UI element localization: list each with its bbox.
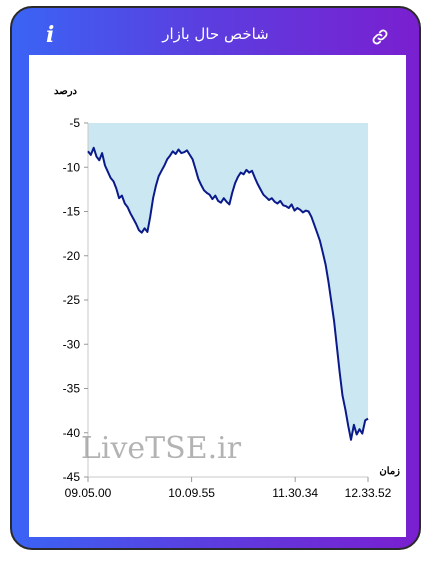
x-axis-label: زمان xyxy=(379,466,400,477)
widget-header: i شاخص حال بازار xyxy=(12,8,419,58)
y-tick-label: -30 xyxy=(63,337,81,351)
info-icon[interactable]: i xyxy=(46,22,55,48)
series-line xyxy=(87,146,369,441)
widget-title: شاخص حال بازار xyxy=(162,25,269,43)
y-tick-label: -20 xyxy=(63,249,81,263)
x-tick-label: 09.05.00 xyxy=(65,486,112,500)
x-tick-label: 11.30.34 xyxy=(272,486,318,500)
y-tick-label: -35 xyxy=(63,382,81,396)
y-tick-label: -40 xyxy=(63,426,81,440)
watermark: LiveTSE.ir xyxy=(81,431,242,466)
y-tick-label: -15 xyxy=(63,205,81,219)
x-tick-label: 12.33.52 xyxy=(345,486,392,500)
series-area xyxy=(88,123,368,440)
widget-card: i شاخص حال بازار درصد زمان -5 -10 -15 -20 -2… xyxy=(10,6,421,550)
y-tick-label: -25 xyxy=(63,293,81,307)
chart-panel: درصد زمان -5 -10 -15 -20 -25 -30 -35 -40 -45 09.0… xyxy=(29,55,406,537)
market-index-chart: درصد زمان -5 -10 -15 -20 -25 -30 -35 -40 -45 09.0… xyxy=(54,86,400,500)
y-tick-label: -10 xyxy=(63,160,81,174)
y-tick-label: -45 xyxy=(63,470,81,484)
y-axis-label: درصد xyxy=(54,86,78,97)
y-tick-label: -5 xyxy=(69,116,80,130)
link-icon[interactable] xyxy=(371,28,389,46)
x-tick-label: 10.09.55 xyxy=(168,486,215,500)
